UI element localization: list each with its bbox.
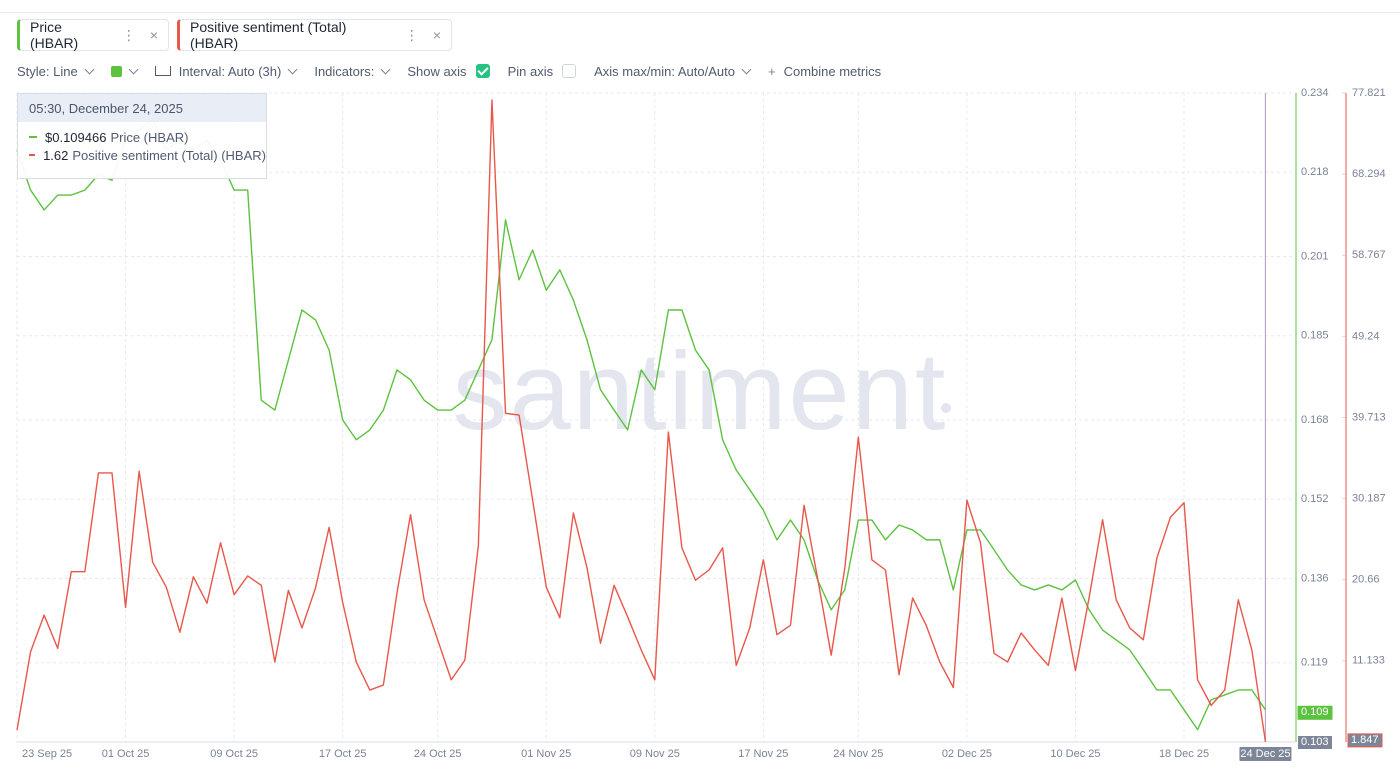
- x-tick-label: 24 Nov 25: [833, 748, 883, 760]
- tooltip-value: $0.109466: [45, 129, 107, 145]
- pin-axis-label: Pin axis: [507, 63, 554, 79]
- y2-tick-label: 49.24: [1352, 330, 1380, 342]
- tab-close[interactable]: ×: [432, 27, 441, 43]
- pin-axis-toggle[interactable]: Pin axis: [508, 64, 577, 79]
- metric-tab[interactable]: Price (HBAR) ⋮ ×: [17, 19, 169, 51]
- indicators-select[interactable]: Indicators:: [314, 63, 391, 79]
- x-tick-label: 18 Dec 25: [1159, 748, 1209, 760]
- swatch: [29, 136, 37, 138]
- y2-tick-label: 68.294: [1352, 168, 1386, 180]
- plus-icon: +: [768, 63, 776, 79]
- x-tick-label: 24 Oct 25: [414, 748, 462, 760]
- x-tick-label: 01 Nov 25: [521, 748, 571, 760]
- checkbox: [562, 64, 577, 78]
- tooltip-label: Price (HBAR): [110, 129, 189, 145]
- tab-menu[interactable]: ⋮: [404, 26, 419, 43]
- show-axis-toggle[interactable]: Show axis: [407, 63, 490, 79]
- x-tick-label: 09 Oct 25: [210, 748, 258, 760]
- cursor-date-box: [1239, 747, 1292, 761]
- y2-tick-label: 58.767: [1352, 249, 1386, 261]
- y-tick-label: 0.152: [1301, 493, 1329, 505]
- value-marker-label: 0.109: [1301, 706, 1329, 718]
- combine-label: Combine metrics: [783, 63, 882, 79]
- x-tick-label: 10 Dec 25: [1050, 748, 1100, 760]
- y2-tick-label: 39.713: [1352, 411, 1386, 423]
- grid: [16, 92, 1295, 742]
- y-tick-label: 0.168: [1301, 414, 1329, 426]
- axis-maxmin-select[interactable]: Axis max/min: Auto/Auto: [594, 63, 752, 79]
- tooltip-row: $0.109466 Price (HBAR): [18, 128, 266, 146]
- interval-select[interactable]: Interval: Auto (3h): [154, 63, 298, 79]
- value-marker-label: 1.847: [1351, 734, 1379, 746]
- y-tick-label: 0.136: [1301, 572, 1329, 584]
- axis-maxmin-label: Axis max/min: Auto/Auto: [594, 63, 735, 79]
- y2-tick-label: 30.187: [1352, 492, 1386, 504]
- show-axis-label: Show axis: [407, 63, 467, 79]
- series-line: [16, 99, 1267, 742]
- y2-tick-label: 77.821: [1352, 87, 1386, 99]
- interval-label: Interval: Auto (3h): [178, 63, 282, 79]
- x-tick-label: 09 Nov 25: [630, 748, 680, 760]
- top-border: [0, 12, 1400, 13]
- x-tick-label: 01 Oct 25: [102, 748, 150, 760]
- y-tick-label: 0.185: [1301, 330, 1329, 342]
- value-marker-box: [1297, 705, 1333, 720]
- y-tick-label: 0.218: [1301, 166, 1329, 178]
- tooltip: 05:30, December 24, 2025 $0.109466 Price …: [17, 93, 267, 179]
- indicators-label: Indicators:: [314, 63, 375, 79]
- watermark-dot: [941, 403, 951, 413]
- toolbar: Style: Line Interval: Auto (3h) Indicato…: [17, 62, 899, 80]
- checkbox-checked: [475, 64, 490, 78]
- value-marker-box: [1347, 733, 1383, 748]
- x-tick-label: 17 Oct 25: [319, 748, 367, 760]
- interval-icon: [154, 66, 171, 76]
- tooltip-label: Positive sentiment (Total) (HBAR): [72, 147, 266, 163]
- x-tick-label: 02 Dec 25: [942, 748, 992, 760]
- swatch: [29, 154, 36, 156]
- tab-label: Price (HBAR): [30, 19, 79, 51]
- y2-tick-label: 11.133: [1352, 655, 1385, 667]
- color-select[interactable]: [110, 64, 139, 77]
- tooltip-row: 1.62 Positive sentiment (Total) (HBAR): [18, 146, 266, 164]
- y-tick-box: [1298, 736, 1332, 749]
- tooltip-time: 05:30, December 24, 2025: [18, 94, 266, 122]
- y-tick-label: 0.201: [1301, 250, 1329, 262]
- tab-close[interactable]: ×: [149, 27, 158, 43]
- style-select[interactable]: Style: Line: [17, 63, 95, 79]
- metric-tab[interactable]: Positive sentiment (Total) (HBAR) ⋮ ×: [177, 19, 452, 51]
- x-tick-label: 23 Sep 25: [22, 748, 72, 760]
- tab-menu[interactable]: ⋮: [121, 26, 136, 43]
- watermark: santiment: [453, 330, 948, 453]
- tab-label: Positive sentiment (Total) (HBAR): [190, 19, 347, 51]
- y-tick-label: 0.103: [1301, 736, 1329, 748]
- style-label: Style: Line: [17, 63, 78, 79]
- combine-button[interactable]: + Combine metrics: [768, 64, 881, 79]
- y2-tick-label: 20.66: [1352, 574, 1380, 586]
- x-tick-label: 24 Dec 25: [1240, 748, 1290, 760]
- y-tick-label: 0.119: [1301, 657, 1328, 669]
- color-swatch: [110, 65, 122, 77]
- tooltip-value: 1.62: [43, 147, 69, 163]
- x-tick-label: 17 Nov 25: [738, 748, 788, 760]
- y-tick-label: 0.234: [1301, 87, 1329, 99]
